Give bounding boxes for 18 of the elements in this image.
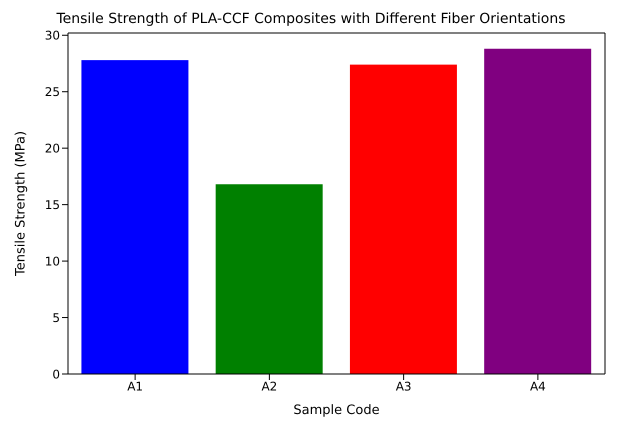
y-tick-label: 25 [44,84,60,99]
y-axis-title: Tensile Strength (MPa) [14,130,29,278]
bar [81,60,188,374]
chart-title: Tensile Strength of PLA-CCF Composites with Different Fiber Orientations [55,10,567,29]
bar [484,48,592,374]
x-axis-title: Sample Code [293,403,380,418]
x-tick-label: A3 [396,380,412,394]
x-tick-label: A4 [530,380,546,394]
bar [216,184,323,374]
x-tick-label: A2 [261,380,278,394]
y-tick-label: 15 [44,198,60,212]
y-tick-label: 20 [44,141,60,156]
y-tick-label: 5 [52,310,60,325]
y-tick-label: 10 [44,254,60,268]
y-tick-label: 0 [52,367,60,382]
y-tick-label: 30 [44,28,60,43]
bar [350,64,457,374]
x-tick-label: A1 [127,380,144,394]
